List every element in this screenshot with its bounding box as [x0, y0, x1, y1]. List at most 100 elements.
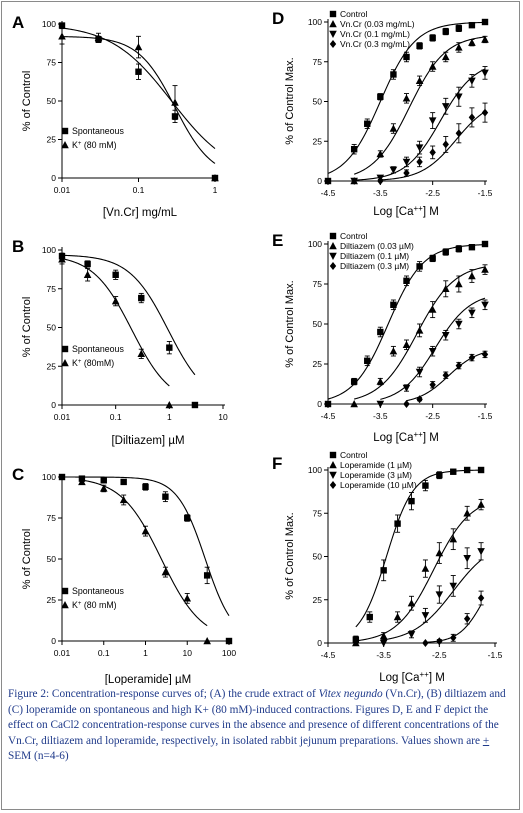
legend-marker — [61, 127, 69, 135]
data-point — [120, 478, 127, 486]
data-point — [468, 272, 476, 280]
series-4 — [403, 350, 489, 408]
data-point — [184, 514, 191, 522]
data-point — [436, 471, 443, 479]
data-point — [380, 567, 387, 574]
series-1 — [324, 240, 489, 408]
panel-label: C — [12, 465, 24, 484]
series-curve — [355, 506, 482, 642]
legend-entry: Vn.Cr (0.3 mg/mL) — [340, 39, 410, 49]
y-tick-label: 0 — [51, 636, 56, 646]
data-point — [165, 401, 174, 409]
y-tick-label: 0 — [51, 400, 56, 410]
legend-marker — [329, 451, 337, 459]
legend-entry: Diltiazem (0.03 µM) — [340, 241, 414, 251]
legend-entry: Loperamide (3 µM) — [340, 470, 412, 480]
data-point — [390, 71, 397, 78]
y-tick-label: 50 — [313, 552, 323, 562]
legend-entry: Diltiazem (0.1 µM) — [340, 251, 409, 261]
data-point — [366, 613, 373, 621]
data-point — [162, 493, 169, 500]
data-point — [468, 309, 476, 317]
series-1 — [58, 252, 199, 409]
data-point — [394, 520, 401, 527]
data-point — [449, 582, 458, 590]
data-point — [138, 294, 145, 302]
legend: Spontaneous K+ (80 mM) — [61, 586, 124, 610]
x-tick-label: -4.5 — [321, 411, 336, 421]
data-point — [415, 368, 424, 376]
data-point — [468, 38, 476, 46]
data-point — [350, 177, 358, 185]
data-point — [142, 483, 149, 491]
data-point — [377, 177, 384, 185]
series-3 — [379, 542, 485, 647]
legend-marker — [329, 242, 337, 250]
y-tick-label: 0 — [51, 173, 56, 183]
data-point — [376, 149, 385, 158]
data-point — [428, 117, 437, 125]
data-point — [376, 400, 385, 408]
x-tick-label: 10 — [218, 412, 228, 422]
y-tick-label: 0 — [317, 399, 322, 409]
y-tick-label: 75 — [47, 284, 57, 294]
legend-entry: K+ (80 mM) — [72, 140, 117, 150]
chart-panel-c: 0 25 50 75 100 0.01 0.1 1 10 100 C % of Control [Lop… — [12, 465, 236, 685]
y-tick-label: 50 — [47, 96, 57, 106]
data-point — [435, 591, 444, 599]
x-tick-label: 0.01 — [54, 412, 71, 422]
y-tick-label: 100 — [308, 465, 322, 475]
y-tick-label: 100 — [42, 245, 56, 255]
data-point — [436, 637, 443, 646]
series-1 — [324, 18, 489, 185]
data-point — [352, 639, 360, 647]
data-point — [463, 555, 471, 563]
y-tick-label: 25 — [313, 136, 323, 146]
y-tick-label: 25 — [313, 595, 323, 605]
data-point — [112, 271, 119, 278]
legend-marker — [329, 262, 337, 270]
chart-panel-f: 0 25 50 75 100 -4.5 -3.5 -2.5 -1.5 F % of Control … — [272, 450, 503, 684]
data-point — [389, 166, 398, 174]
data-point — [429, 380, 436, 389]
data-point — [58, 22, 66, 29]
series-3 — [376, 297, 489, 408]
data-point — [416, 42, 423, 50]
legend-entry: K+ (80 mM) — [72, 600, 117, 610]
data-point — [450, 468, 457, 475]
data-point — [161, 568, 170, 576]
data-point — [324, 177, 332, 185]
data-point — [435, 549, 444, 557]
series-curve — [353, 36, 486, 175]
data-point — [225, 637, 233, 645]
x-tick-label: -4.5 — [321, 650, 336, 660]
x-tick-label: -2.5 — [425, 411, 440, 421]
y-tick-label: 0 — [317, 176, 322, 186]
y-tick-label: 100 — [42, 472, 56, 482]
x-axis-label: [Vn.Cr] mg/mL — [103, 207, 178, 219]
legend-entry: Loperamide (1 µM) — [340, 460, 412, 470]
x-tick-label: 0.01 — [54, 648, 71, 658]
series-2 — [352, 498, 485, 647]
data-point — [402, 340, 411, 348]
x-tick-label: 0.1 — [133, 185, 145, 195]
y-axis-label: % of Control Max. — [284, 512, 296, 599]
data-point — [183, 594, 192, 602]
x-axis-label: [Loperamide] µM — [105, 674, 192, 685]
data-point — [442, 248, 449, 256]
y-tick-label: 75 — [313, 57, 323, 67]
data-point — [450, 633, 457, 642]
y-tick-label: 100 — [42, 19, 56, 29]
x-tick-label: -1.5 — [478, 411, 493, 421]
data-point — [468, 113, 476, 122]
series-2 — [78, 477, 211, 645]
legend-marker — [329, 232, 337, 240]
legend-entry: Vn.Cr (0.03 mg/mL) — [340, 19, 415, 29]
series-1 — [352, 466, 485, 644]
data-point — [455, 361, 463, 370]
legend-entry: Control — [340, 9, 368, 19]
x-tick-label: 100 — [222, 648, 236, 658]
data-point — [171, 98, 179, 106]
